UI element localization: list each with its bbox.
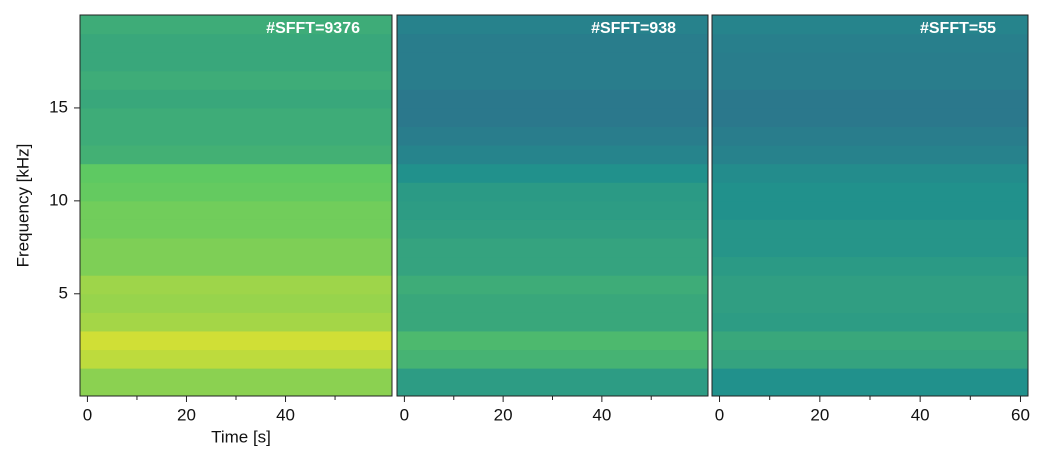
spectrogram-band (397, 238, 708, 258)
spectrogram-band (397, 15, 708, 35)
spectrogram-band (80, 312, 392, 332)
spectrogram-band (80, 52, 392, 72)
y-axis-label: Frequency [kHz] (13, 144, 32, 268)
spectrogram-band (397, 256, 708, 276)
spectrogram-band (397, 275, 708, 295)
spectrogram-band (712, 238, 1028, 258)
spectrogram-band (712, 275, 1028, 295)
spectrogram-band (397, 107, 708, 128)
spectrogram-band (712, 163, 1028, 183)
spectrogram-band (397, 33, 708, 53)
spectrogram-band (712, 312, 1028, 332)
spectrogram-band (712, 330, 1028, 351)
spectrogram-band (80, 107, 392, 128)
spectrogram-band (397, 126, 708, 146)
spectrogram-band (712, 89, 1028, 109)
x-tick-label: 20 (810, 405, 829, 424)
x-tick-label: 20 (494, 405, 513, 424)
spectrogram-band (712, 33, 1028, 53)
spectrogram-band (80, 70, 392, 90)
y-tick-label: 10 (49, 190, 68, 209)
spectrogram-band (397, 163, 708, 183)
x-tick-label: 0 (715, 405, 724, 424)
spectrogram-band (397, 293, 708, 313)
spectrogram-band (80, 238, 392, 258)
x-tick-label: 60 (1011, 405, 1030, 424)
x-axis-label: Time [s] (211, 427, 271, 446)
spectrogram-band (397, 349, 708, 369)
spectrogram-band (712, 200, 1028, 220)
spectrogram-band (80, 349, 392, 369)
spectrogram-band (397, 312, 708, 332)
spectrogram-band (397, 70, 708, 90)
spectrogram-band (80, 182, 392, 202)
x-tick-label: 20 (177, 405, 196, 424)
spectrogram-band (397, 330, 708, 351)
spectrogram-band (712, 219, 1028, 239)
spectrogram-band (80, 219, 392, 239)
spectrogram-band (397, 52, 708, 72)
spectrogram-band (712, 145, 1028, 165)
spectrogram-band (712, 15, 1028, 35)
x-tick-label: 40 (911, 405, 930, 424)
spectrogram-band (397, 89, 708, 109)
x-tick-label: 0 (83, 405, 92, 424)
spectrogram-band (80, 33, 392, 53)
spectrogram-band (80, 145, 392, 165)
spectrogram-band (397, 145, 708, 165)
spectrogram-band (80, 126, 392, 146)
y-tick-label: 15 (49, 97, 68, 116)
spectrogram-band (397, 219, 708, 239)
spectrogram-band (712, 293, 1028, 313)
spectrogram-band (712, 368, 1028, 397)
spectrogram-band (80, 368, 392, 397)
spectrogram-band (712, 349, 1028, 369)
x-tick-label: 40 (276, 405, 295, 424)
spectrogram-band (80, 163, 392, 183)
x-tick-label: 0 (400, 405, 409, 424)
spectrogram-band (712, 52, 1028, 72)
spectrogram-band (80, 330, 392, 351)
spectrogram-band (80, 293, 392, 313)
panel-title: #SFFT=938 (591, 20, 676, 37)
spectrogram-band (712, 107, 1028, 128)
x-tick-label: 40 (592, 405, 611, 424)
spectrogram-band (80, 256, 392, 276)
spectrogram-band (712, 256, 1028, 276)
y-tick-label: 5 (59, 283, 68, 302)
spectrogram-band (80, 89, 392, 109)
spectrogram-band (397, 182, 708, 202)
spectrogram-band (80, 275, 392, 295)
spectrogram-band (80, 15, 392, 35)
spectrogram-band (712, 70, 1028, 90)
spectrogram-band (712, 182, 1028, 202)
spectrogram-band (397, 200, 708, 220)
panel-title: #SFFT=9376 (266, 20, 360, 37)
spectrogram-band (712, 126, 1028, 146)
panel-title: #SFFT=55 (920, 20, 996, 37)
spectrogram-band (397, 368, 708, 397)
spectrogram-band (80, 200, 392, 220)
